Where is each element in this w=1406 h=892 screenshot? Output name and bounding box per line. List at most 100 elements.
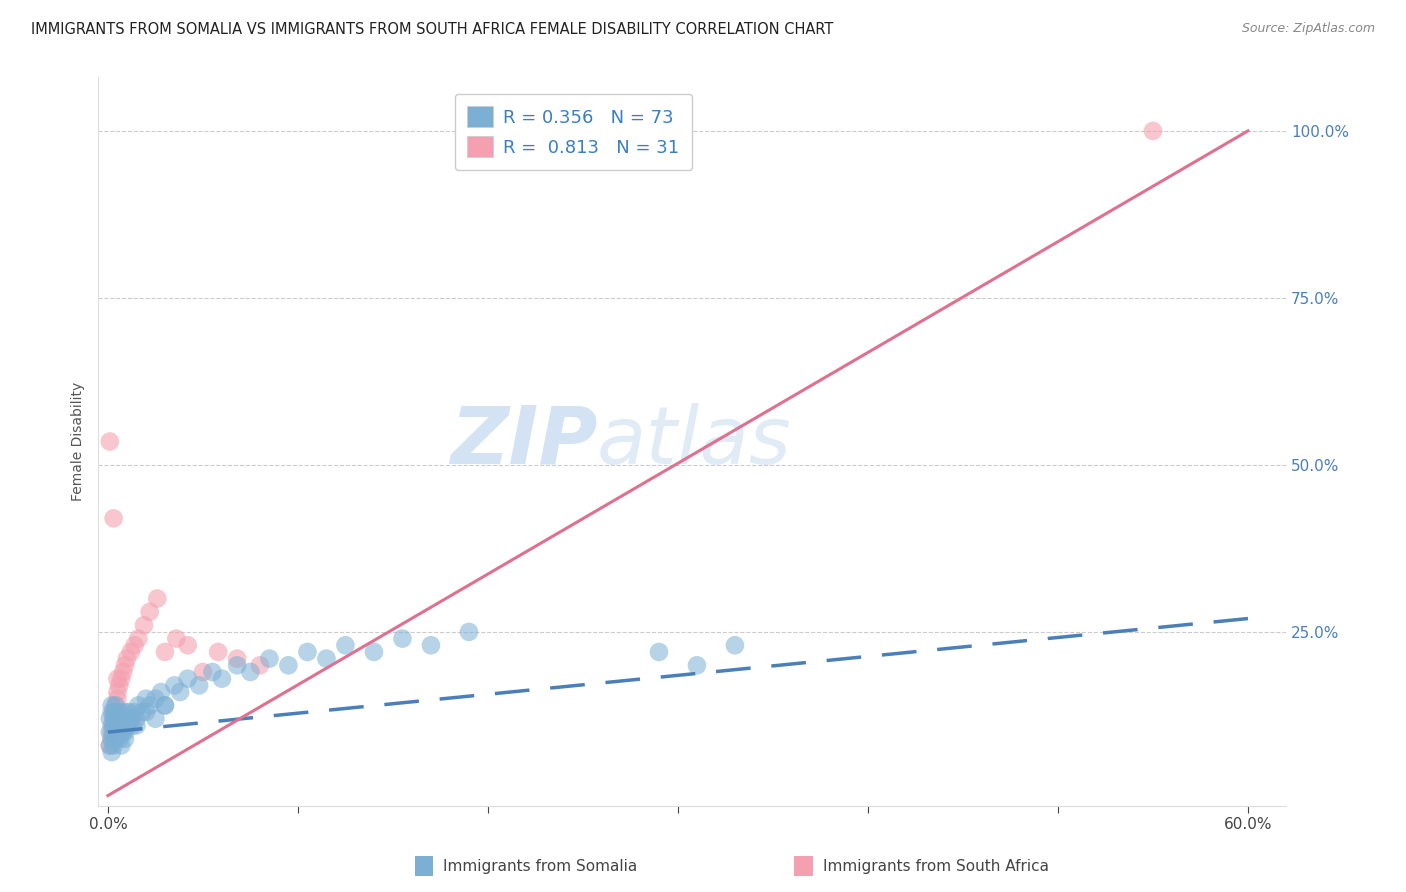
Point — [103, 712, 125, 726]
Point — [132, 618, 155, 632]
Point — [110, 739, 132, 753]
Point — [103, 511, 125, 525]
Point — [165, 632, 187, 646]
Point — [121, 718, 143, 732]
Point — [249, 658, 271, 673]
Point — [108, 712, 131, 726]
Point — [104, 705, 127, 719]
Point — [98, 739, 121, 753]
Point — [107, 725, 129, 739]
Point — [686, 658, 709, 673]
Point — [226, 658, 249, 673]
Point — [112, 718, 135, 732]
Point — [108, 678, 131, 692]
Point — [138, 605, 160, 619]
Point — [135, 691, 157, 706]
Point — [315, 651, 337, 665]
Point — [100, 725, 122, 739]
Text: IMMIGRANTS FROM SOMALIA VS IMMIGRANTS FROM SOUTH AFRICA FEMALE DISABILITY CORREL: IMMIGRANTS FROM SOMALIA VS IMMIGRANTS FR… — [31, 22, 834, 37]
Text: atlas: atlas — [598, 402, 792, 481]
Point — [114, 725, 136, 739]
Point — [115, 712, 138, 726]
Point — [124, 638, 146, 652]
Text: Immigrants from Somalia: Immigrants from Somalia — [443, 859, 637, 873]
Point — [211, 672, 233, 686]
Point — [107, 705, 129, 719]
Point — [115, 718, 138, 732]
Point — [100, 705, 122, 719]
Point — [104, 731, 127, 746]
Point — [112, 712, 135, 726]
Point — [100, 745, 122, 759]
Point — [277, 658, 299, 673]
Point — [120, 712, 142, 726]
Point — [1142, 124, 1164, 138]
Point — [207, 645, 229, 659]
Point — [125, 718, 148, 732]
Point — [104, 698, 127, 713]
Point — [724, 638, 747, 652]
Point — [104, 698, 127, 713]
Point — [112, 725, 135, 739]
Point — [114, 658, 136, 673]
Point — [177, 638, 200, 652]
Point — [114, 731, 136, 746]
Point — [108, 731, 131, 746]
Point — [103, 705, 125, 719]
Point — [648, 645, 671, 659]
Point — [98, 434, 121, 449]
Point — [363, 645, 385, 659]
Point — [107, 725, 129, 739]
Point — [103, 739, 125, 753]
Point — [120, 645, 142, 659]
Point — [239, 665, 262, 679]
Point — [107, 685, 129, 699]
Point — [100, 718, 122, 732]
Point — [118, 705, 141, 719]
Point — [107, 691, 129, 706]
Point — [115, 651, 138, 665]
Point — [131, 705, 153, 719]
Point — [226, 651, 249, 665]
Point — [98, 739, 121, 753]
Point — [114, 705, 136, 719]
Point — [103, 725, 125, 739]
Point — [153, 698, 176, 713]
Point — [177, 672, 200, 686]
Point — [127, 632, 149, 646]
Point — [146, 591, 169, 606]
Point — [100, 731, 122, 746]
Point — [108, 718, 131, 732]
Point — [335, 638, 357, 652]
Point — [100, 698, 122, 713]
Legend: R = 0.356   N = 73, R =  0.813   N = 31: R = 0.356 N = 73, R = 0.813 N = 31 — [454, 94, 692, 169]
Point — [107, 672, 129, 686]
Point — [110, 705, 132, 719]
Point — [153, 645, 176, 659]
Point — [103, 718, 125, 732]
Point — [110, 672, 132, 686]
Point — [150, 685, 173, 699]
Point — [110, 725, 132, 739]
Point — [124, 705, 146, 719]
Point — [107, 718, 129, 732]
Text: ZIP: ZIP — [450, 402, 598, 481]
Point — [145, 712, 167, 726]
Point — [188, 678, 211, 692]
Point — [458, 624, 481, 639]
Point — [191, 665, 214, 679]
Point — [104, 731, 127, 746]
Point — [135, 705, 157, 719]
Text: Source: ZipAtlas.com: Source: ZipAtlas.com — [1241, 22, 1375, 36]
Point — [103, 712, 125, 726]
Point — [115, 718, 138, 732]
Point — [153, 698, 176, 713]
Point — [201, 665, 224, 679]
Point — [259, 651, 281, 665]
Point — [127, 698, 149, 713]
Point — [112, 665, 135, 679]
Point — [297, 645, 319, 659]
Point — [163, 678, 186, 692]
Point — [145, 691, 167, 706]
Point — [103, 718, 125, 732]
